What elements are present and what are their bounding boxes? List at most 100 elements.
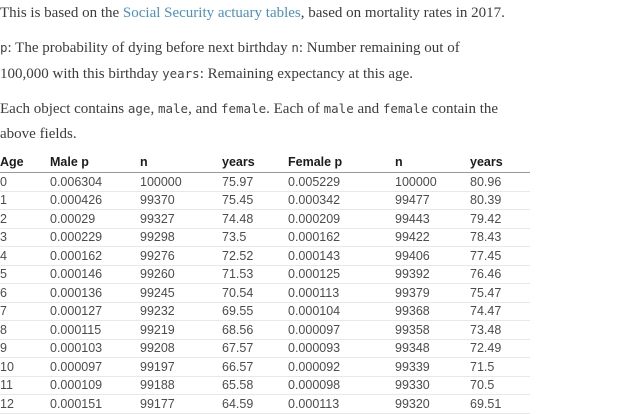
table-row: 1 0.000426 99370 75.45 0.000342 99477 80.39: [0, 191, 530, 210]
inline-code: age: [127, 101, 151, 116]
table-cell: 68.56: [222, 320, 288, 340]
table-cell: 75.97: [222, 172, 288, 192]
column-header: Female p: [288, 156, 395, 173]
text-segment: 100,000 with this birthday: [0, 66, 163, 82]
table-cell: 0.000162: [288, 228, 395, 247]
table-cell: 73.5: [222, 228, 288, 247]
table-cell: 72.49: [470, 339, 530, 358]
text-segment: and: [353, 101, 383, 117]
table-cell: 0.000146: [50, 265, 140, 284]
column-header: n: [140, 156, 222, 173]
text-segment: , based on mortality rates in 2017.: [300, 5, 505, 21]
table-cell: 99298: [140, 228, 222, 247]
text-segment: , and: [188, 101, 221, 117]
table-cell: 80.96: [470, 172, 530, 192]
table-cell: 99379: [395, 283, 470, 303]
table-row: 0 0.006304 100000 75.97 0.005229 100000 80.96: [0, 172, 530, 192]
table-row: 3 0.000229 99298 73.5 0.000162 99422 78.43: [0, 228, 530, 247]
table-cell: 0.000097: [288, 320, 395, 340]
table-cell: 70.5: [470, 376, 530, 395]
table-cell: 3: [0, 228, 50, 247]
table-cell: 6: [0, 283, 50, 303]
table-cell: 77.45: [470, 246, 530, 266]
inline-code: female: [220, 101, 267, 116]
table-cell: 2: [0, 209, 50, 229]
table-cell: 0.000127: [50, 302, 140, 321]
table-cell: 99370: [140, 191, 222, 210]
table-cell: 80.39: [470, 191, 530, 210]
table-cell: 76.46: [470, 265, 530, 284]
table-row: 10 0.000097 99197 66.57 0.000092 99339 71.5: [0, 357, 530, 377]
table-row: 9 0.000103 99208 67.57 0.000093 99348 72.49: [0, 339, 530, 358]
text-segment: : Remaining expectancy at this age.: [199, 66, 413, 82]
table-cell: 0.000151: [50, 394, 140, 414]
table-cell: 4: [0, 246, 50, 266]
table-cell: 100000: [140, 172, 222, 192]
mortality-table: Age Male p n years Female p n years 0 0.006304 1…: [0, 156, 530, 414]
table-cell: 65.58: [222, 376, 288, 395]
table-cell: 7: [0, 302, 50, 321]
table-row: 7 0.000127 99232 69.55 0.000104 99368 74.47: [0, 302, 530, 321]
table-cell: 99188: [140, 376, 222, 395]
table-cell: 99320: [395, 394, 470, 414]
text-segment: : The probability of dying before next b…: [7, 40, 292, 56]
table-cell: 99339: [395, 357, 470, 377]
table-cell: 0.000109: [50, 376, 140, 395]
text-segment: This is based on the: [0, 5, 123, 21]
table-cell: 8: [0, 320, 50, 340]
table-row: 8 0.000115 99219 68.56 0.000097 99358 73.48: [0, 320, 530, 340]
table-cell: 71.5: [470, 357, 530, 377]
intro-paragraph-source: This is based on the Social Security act…: [0, 1, 640, 26]
table-cell: 0.000342: [288, 191, 395, 210]
text-segment: contain the: [428, 101, 499, 117]
actuary-tables-link[interactable]: Social Security actuary tables: [122, 5, 301, 21]
table-cell: 99358: [395, 320, 470, 340]
text-segment: ,: [150, 101, 158, 117]
text-segment: : Number remaining out of: [298, 40, 460, 56]
table-cell: 99348: [395, 339, 470, 358]
column-header: years: [222, 156, 288, 173]
table-row: 4 0.000162 99276 72.52 0.000143 99406 77.45: [0, 246, 530, 266]
table-cell: 79.42: [470, 209, 530, 229]
table-cell: 0.000097: [50, 357, 140, 377]
table-cell: 69.55: [222, 302, 288, 321]
table-cell: 75.47: [470, 283, 530, 303]
table-cell: 78.43: [470, 228, 530, 247]
inline-code: male: [157, 101, 189, 116]
table-cell: 99330: [395, 376, 470, 395]
table-cell: 9: [0, 339, 50, 358]
intro-paragraph-structure: Each object contains age, male, and fema…: [0, 96, 640, 147]
table-cell: 5: [0, 265, 50, 284]
text-segment: above fields.: [0, 126, 77, 142]
table-cell: 99232: [140, 302, 222, 321]
table-cell: 99245: [140, 283, 222, 303]
table-cell: 99260: [140, 265, 222, 284]
table-cell: 0.000426: [50, 191, 140, 210]
table-cell: 0.000092: [288, 357, 395, 377]
table-cell: 69.51: [470, 394, 530, 414]
table-cell: 0.005229: [288, 172, 395, 192]
table-cell: 64.59: [222, 394, 288, 414]
table-cell: 0.000162: [50, 246, 140, 266]
column-header: years: [470, 156, 530, 173]
table-cell: 99406: [395, 246, 470, 266]
table-cell: 99477: [395, 191, 470, 210]
table-cell: 99208: [140, 339, 222, 358]
table-cell: 71.53: [222, 265, 288, 284]
table-cell: 11: [0, 376, 50, 395]
table-cell: 0.000209: [288, 209, 395, 229]
table-body: 0 0.006304 100000 75.97 0.005229 100000 80.96 1…: [0, 172, 530, 414]
table-row: 11 0.000109 99188 65.58 0.000098 99330 70.5: [0, 376, 530, 395]
inline-code: male: [323, 101, 354, 116]
table-cell: 70.54: [222, 283, 288, 303]
table-cell: 73.48: [470, 320, 530, 340]
table-row: 12 0.000151 99177 64.59 0.000113 99320 69.51: [0, 394, 530, 414]
table-cell: 72.52: [222, 246, 288, 266]
table-row: 6 0.000136 99245 70.54 0.000113 99379 75.47: [0, 283, 530, 303]
table-cell: 0.000229: [50, 228, 140, 247]
table-cell: 1: [0, 191, 50, 210]
table-cell: 0.000093: [288, 339, 395, 358]
table-cell: 66.57: [222, 357, 288, 377]
table-cell: 0: [0, 172, 50, 192]
